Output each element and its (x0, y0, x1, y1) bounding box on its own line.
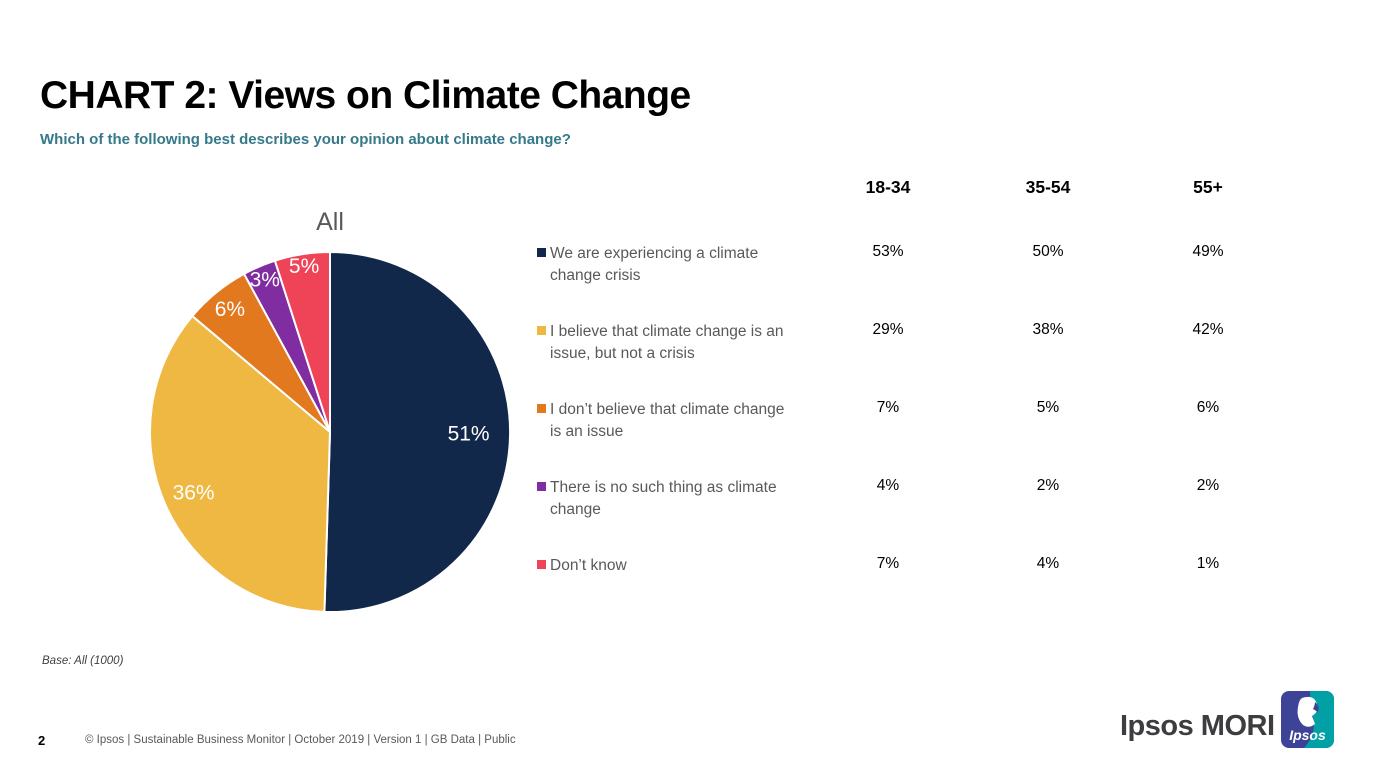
pie-slice-label: 5% (289, 255, 319, 278)
legend-label: There is no such thing as climate change (550, 479, 777, 518)
pie-chart: 51% 36% 6%3% 5% (149, 251, 512, 613)
value-cell-35-54: 5% (1036, 399, 1060, 416)
chart-question-subtitle: Which of the following best describes yo… (40, 131, 571, 148)
ipsos-logo-icon: Ipsos (1281, 691, 1334, 748)
logo-face-profile (1313, 702, 1319, 712)
legend-bullet-icon (537, 482, 546, 491)
legend-label: I don’t believe that climate change is a… (550, 401, 785, 440)
value-cell-18-34: 7% (876, 555, 900, 572)
column-header-55plus: 55+ (1193, 177, 1223, 197)
pie-slice (273, 251, 331, 433)
pie-slice (323, 251, 512, 613)
value-cell-18-34: 53% (872, 243, 904, 260)
value-cell-18-34: 29% (872, 321, 904, 338)
legend-label: I believe that climate change is an issu… (550, 323, 784, 362)
legend-bullet-icon (537, 248, 546, 257)
value-cell-35-54: 4% (1036, 555, 1060, 572)
value-cell-35-54: 38% (1032, 321, 1064, 338)
footer-credit: © Ipsos | Sustainable Business Monitor |… (85, 734, 516, 746)
value-cell-55plus: 1% (1196, 555, 1220, 572)
column-header-35-54: 35-54 (1025, 177, 1071, 197)
pie-chart-title: All (316, 208, 344, 236)
legend-row: I believe that climate change is an issu… (537, 321, 1277, 399)
legend-bullet-icon (537, 326, 546, 335)
legend-bullet-icon (537, 560, 546, 569)
legend-row: I don’t believe that climate change is a… (537, 399, 1277, 477)
legend-table: We are experiencing a climate change cri… (537, 243, 1277, 663)
legend-bullet-icon (537, 404, 546, 413)
page-title: CHART 2: Views on Climate Change (40, 74, 691, 117)
page-number: 2 (38, 733, 46, 748)
value-cell-55plus: 42% (1192, 321, 1224, 338)
value-cell-55plus: 6% (1196, 399, 1220, 416)
value-cell-55plus: 49% (1192, 243, 1224, 260)
pie-slice-label: 51% (448, 423, 490, 446)
base-note: Base: All (1000) (42, 655, 124, 667)
value-cell-18-34: 7% (876, 399, 900, 416)
value-cell-55plus: 2% (1196, 477, 1220, 494)
legend-label: Don’t know (550, 557, 627, 574)
pie-slice-label: 36% (173, 481, 215, 504)
brand-wordmark: Ipsos MORI (1120, 710, 1275, 742)
value-cell-35-54: 50% (1032, 243, 1064, 260)
value-cell-35-54: 2% (1036, 477, 1060, 494)
svg-text:Ipsos: Ipsos (1289, 727, 1326, 743)
pie-slice (149, 315, 331, 613)
legend-row: There is no such thing as climate change… (537, 477, 1277, 555)
pie-slice-label: 3% (250, 268, 280, 291)
pie-slice-label: 6% (215, 298, 245, 321)
logo-face-glyph (1297, 696, 1318, 727)
legend-row: We are experiencing a climate change cri… (537, 243, 1277, 321)
column-header-18-34: 18-34 (865, 177, 911, 197)
value-cell-18-34: 4% (876, 477, 900, 494)
legend-row: Don’t know 7% 4% 1% (537, 555, 1277, 633)
legend-label: We are experiencing a climate change cri… (550, 245, 759, 284)
